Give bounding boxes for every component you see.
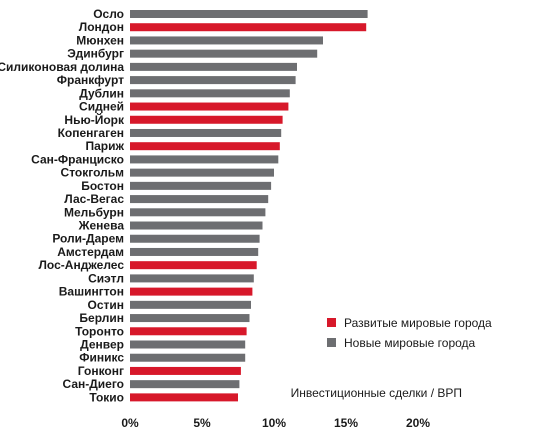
category-label: Бостон [81, 179, 124, 193]
x-tick-label: 20% [406, 416, 430, 430]
bar-new [130, 314, 250, 323]
category-label: Торонто [75, 324, 124, 338]
bar-developed [130, 366, 241, 375]
category-label: Денвер [80, 338, 124, 352]
category-label: Осло [93, 7, 124, 21]
category-label: Силиконовая долина [0, 60, 124, 74]
category-label: Сиэтл [88, 271, 124, 285]
legend-swatch-new [327, 338, 336, 347]
bar-new [130, 221, 263, 230]
bar-new [130, 76, 296, 85]
bar-developed [130, 287, 253, 296]
bar-developed [130, 102, 289, 111]
category-label: Нью-Йорк [64, 112, 125, 127]
bars [130, 10, 368, 402]
category-label: Лондон [79, 20, 124, 34]
bar-new [130, 168, 274, 177]
x-tick-label: 15% [334, 416, 358, 430]
bar-developed [130, 115, 283, 124]
category-label: Токио [89, 390, 124, 404]
category-label: Остин [87, 298, 124, 312]
bar-new [130, 49, 318, 58]
category-label: Лас-Вегас [64, 192, 124, 206]
bar-new [130, 234, 260, 243]
bar-new [130, 274, 254, 283]
category-label: Мюнхен [76, 33, 124, 47]
x-axis-ticks: 0% 5% 10% 15% 20% [121, 416, 430, 430]
category-label: Берлин [79, 311, 124, 325]
bar-new [130, 89, 290, 98]
bar-developed [130, 23, 367, 32]
bar-new [130, 195, 269, 204]
bar-developed [130, 393, 238, 402]
category-label: Мельбурн [64, 205, 124, 219]
category-label: Гонконг [78, 364, 124, 378]
category-label: Финикс [79, 351, 124, 365]
bar-new [130, 155, 279, 164]
bar-developed [130, 327, 247, 336]
category-label: Сан-Диего [63, 377, 125, 391]
category-label: Копенгаген [58, 126, 124, 140]
x-tick-label: 10% [262, 416, 286, 430]
bar-new [130, 10, 368, 18]
bar-new [130, 340, 246, 349]
category-label: Вашингтон [59, 285, 124, 299]
legend-swatch-developed [327, 318, 336, 327]
category-label: Лос-Анджелес [39, 258, 125, 272]
category-label: Франкфурт [57, 73, 124, 87]
legend: Развитые мировые города Новые мировые го… [327, 316, 492, 350]
x-tick-label: 0% [121, 416, 139, 430]
x-tick-label: 5% [193, 416, 211, 430]
bar-developed [130, 261, 257, 270]
category-label: Женева [78, 219, 125, 233]
category-label: Стокгольм [61, 166, 125, 180]
legend-label-developed: Развитые мировые города [344, 316, 492, 330]
category-label: Дублин [79, 86, 124, 100]
category-label: Амстердам [57, 245, 124, 259]
bar-new [130, 128, 282, 137]
category-label: Эдинбург [67, 47, 124, 61]
bar-new [130, 380, 240, 389]
bar-new [130, 247, 259, 256]
bar-new [130, 36, 323, 45]
category-label: Роли-Дарем [52, 232, 124, 246]
category-label: Париж [85, 139, 124, 153]
bar-new [130, 353, 246, 362]
bar-developed [130, 142, 280, 151]
legend-label-new: Новые мировые города [344, 336, 476, 350]
bar-new [130, 181, 272, 190]
x-axis-title: Инвестиционные сделки / ВРП [291, 386, 462, 400]
category-label: Сан-Франциско [31, 152, 124, 166]
bar-new [130, 62, 297, 71]
category-label: Сидней [79, 100, 124, 114]
bar-new [130, 300, 251, 309]
bar-new [130, 208, 266, 217]
